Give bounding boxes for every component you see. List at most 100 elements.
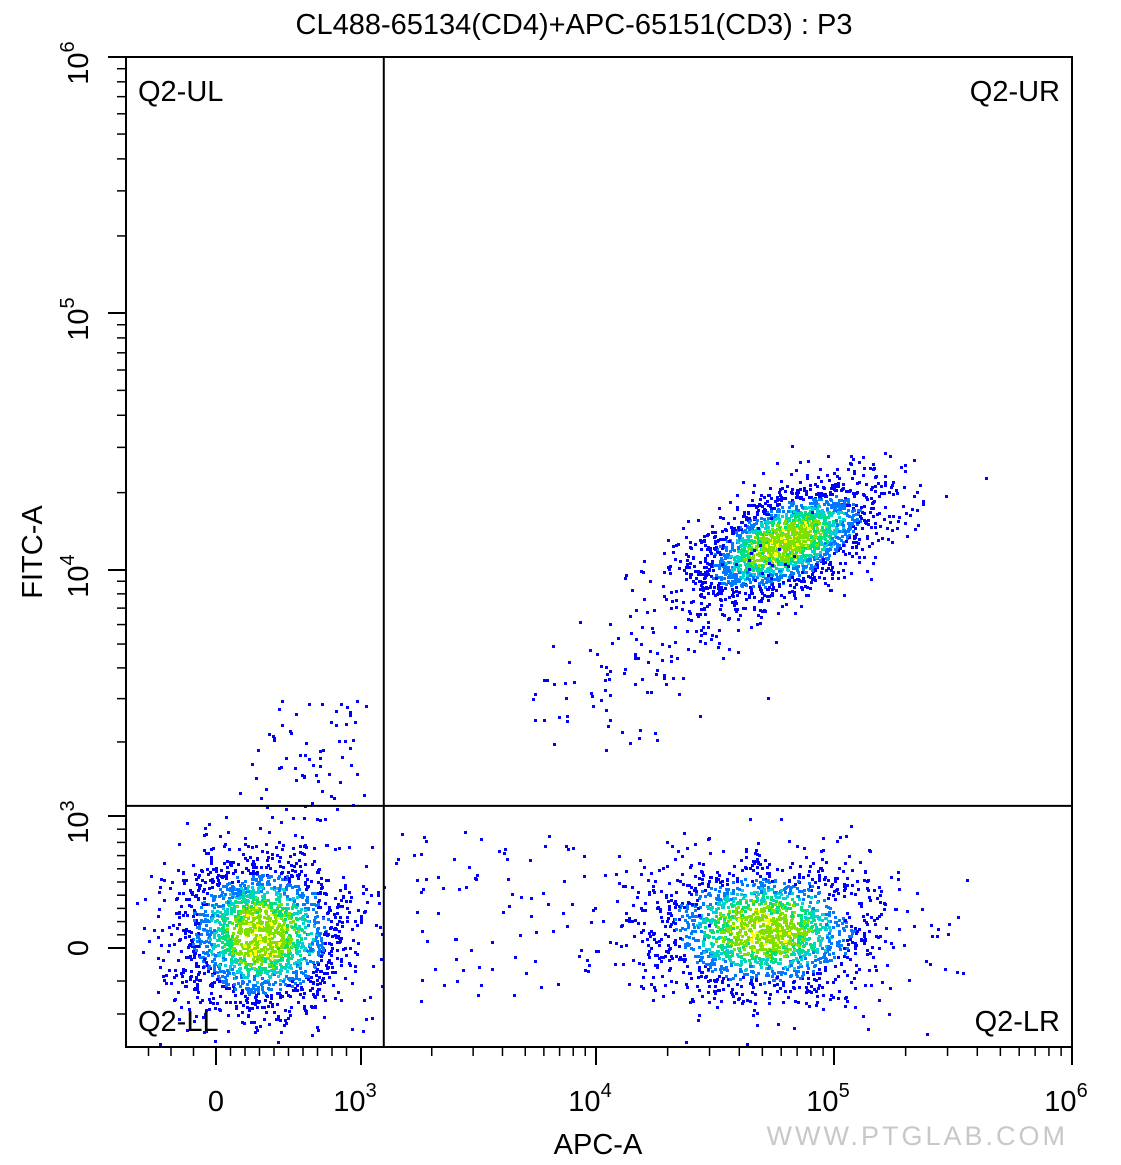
event-dot	[699, 613, 702, 616]
event-dot	[265, 1011, 268, 1014]
event-dot	[804, 916, 807, 919]
event-dot	[777, 962, 780, 965]
event-dot	[711, 531, 714, 534]
event-dot	[236, 894, 239, 897]
event-dot	[905, 512, 908, 515]
event-dot	[792, 945, 795, 948]
event-dot	[267, 906, 270, 909]
event-dot	[186, 914, 189, 917]
event-dot	[212, 880, 215, 883]
event-dot	[319, 906, 322, 909]
event-dot	[237, 913, 240, 916]
event-dot	[774, 514, 777, 517]
event-dot	[830, 487, 833, 490]
event-dot	[679, 560, 682, 563]
event-dot	[207, 873, 210, 876]
event-dot	[169, 887, 172, 890]
event-dot	[783, 955, 786, 958]
event-dot	[237, 916, 240, 919]
event-dot	[792, 951, 795, 954]
event-dot	[197, 932, 200, 935]
event-dot	[609, 941, 612, 944]
event-dot	[182, 892, 185, 895]
event-dot	[718, 890, 721, 893]
event-dot	[251, 901, 254, 904]
event-dot	[239, 960, 242, 963]
event-dot	[764, 924, 767, 927]
event-dot	[804, 511, 807, 514]
event-dot	[797, 496, 800, 499]
event-dot	[653, 938, 656, 941]
event-dot	[328, 952, 331, 955]
event-dot	[252, 889, 255, 892]
event-dot	[261, 921, 264, 924]
event-dot	[256, 902, 259, 905]
event-dot	[736, 926, 739, 929]
event-dot	[686, 986, 689, 989]
event-dot	[713, 997, 716, 1000]
event-dot	[256, 872, 259, 875]
event-dot	[735, 917, 738, 920]
event-dot	[571, 903, 574, 906]
event-dot	[732, 881, 735, 884]
event-dot	[303, 1005, 306, 1008]
event-dot	[764, 901, 767, 904]
event-dot	[304, 926, 307, 929]
event-dot	[790, 964, 793, 967]
event-dot	[753, 862, 756, 865]
event-dot	[349, 900, 352, 903]
event-dot	[269, 944, 272, 947]
event-dot	[734, 910, 737, 913]
event-dot	[277, 1041, 280, 1044]
event-dot	[280, 872, 283, 875]
event-dot	[253, 872, 256, 875]
event-dot	[814, 566, 817, 569]
event-dot	[807, 919, 810, 922]
event-dot	[800, 914, 803, 917]
event-dot	[735, 940, 738, 943]
event-dot	[259, 958, 262, 961]
event-dot	[225, 987, 228, 990]
event-dot	[217, 874, 220, 877]
event-dot	[312, 938, 315, 941]
event-dot	[305, 949, 308, 952]
event-dot	[270, 988, 273, 991]
event-dot	[261, 875, 264, 878]
event-dot	[218, 882, 221, 885]
event-dot	[870, 578, 873, 581]
event-dot	[711, 918, 714, 921]
event-dot	[251, 882, 254, 885]
event-dot	[285, 878, 288, 881]
event-dot	[846, 974, 849, 977]
event-dot	[726, 883, 729, 886]
event-dot	[851, 523, 854, 526]
event-dot	[745, 927, 748, 930]
event-dot	[245, 910, 248, 913]
event-dot	[298, 950, 301, 953]
event-dot	[754, 993, 757, 996]
event-dot	[258, 929, 261, 932]
event-dot	[656, 964, 659, 967]
event-dot	[226, 924, 229, 927]
event-dot	[758, 585, 761, 588]
event-dot	[827, 913, 830, 916]
event-dot	[197, 898, 200, 901]
event-dot	[212, 847, 215, 850]
event-dot	[642, 963, 645, 966]
event-dot	[812, 913, 815, 916]
event-dot	[732, 925, 735, 928]
event-dot	[770, 931, 773, 934]
event-dot	[317, 892, 320, 895]
event-dot	[189, 955, 192, 958]
event-dot	[234, 892, 237, 895]
event-dot	[727, 941, 730, 944]
event-dot	[709, 903, 712, 906]
event-dot	[853, 470, 856, 473]
event-dot	[818, 977, 821, 980]
event-dot	[771, 935, 774, 938]
event-dot	[819, 867, 822, 870]
event-dot	[876, 513, 879, 516]
event-dot	[668, 882, 671, 885]
event-dot	[837, 956, 840, 959]
